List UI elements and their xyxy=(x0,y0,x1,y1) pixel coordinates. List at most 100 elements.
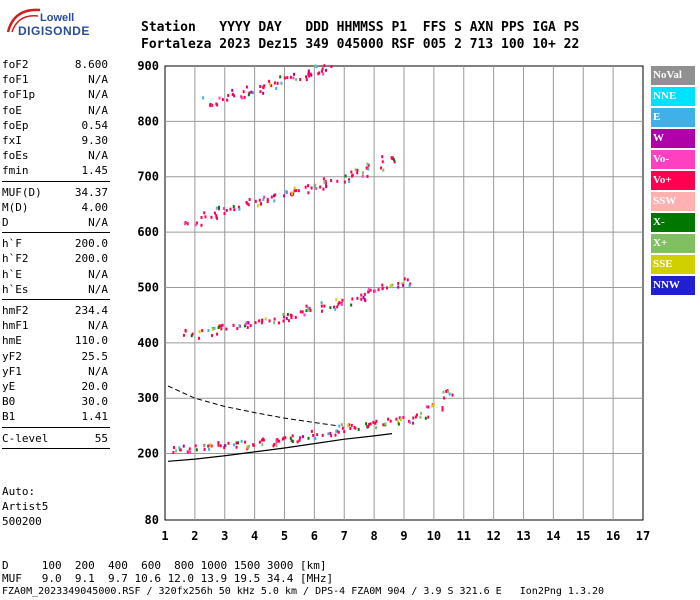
echo-point xyxy=(299,436,302,440)
auto-line: Artist5 xyxy=(2,500,49,513)
echo-point xyxy=(360,293,363,297)
param-name: hmF2 xyxy=(2,304,29,317)
echo-point xyxy=(366,162,369,166)
footer-file-info: FZA0M_2023349045000.RSF / 320fx256h 50 k… xyxy=(2,586,605,597)
echo-point xyxy=(327,432,330,436)
echo-point xyxy=(350,303,353,307)
param-value: N/A xyxy=(88,149,108,163)
echo-point xyxy=(387,417,390,421)
echo-point xyxy=(275,444,278,448)
echo-point xyxy=(246,445,249,449)
x-tick-label: 1 xyxy=(161,529,168,543)
echo-point xyxy=(381,160,384,164)
param-separator xyxy=(2,447,110,449)
echo-point xyxy=(247,93,250,97)
echo-point xyxy=(249,324,252,328)
param-name: B0 xyxy=(2,395,16,409)
param-name: h`Es xyxy=(2,282,29,296)
echo-point xyxy=(415,413,418,417)
param-name: foF1p xyxy=(2,88,36,102)
echo-point xyxy=(397,281,400,285)
echo-point xyxy=(365,166,368,170)
echo-point xyxy=(272,444,275,448)
auto-line: Auto: xyxy=(2,485,36,498)
param-value: 1.41 xyxy=(81,410,109,424)
echo-point xyxy=(200,215,203,219)
echo-point xyxy=(217,441,220,445)
echo-point xyxy=(307,308,310,312)
echo-point xyxy=(252,443,255,447)
echo-point xyxy=(243,95,246,99)
echo-point xyxy=(262,91,265,95)
echo-point xyxy=(285,316,288,320)
echo-point xyxy=(381,155,384,159)
echo-point xyxy=(215,206,218,210)
echo-point xyxy=(290,314,293,318)
echo-point xyxy=(343,180,346,184)
echo-point xyxy=(408,419,411,423)
echo-point xyxy=(209,103,212,107)
echo-point xyxy=(340,303,343,307)
echo-point xyxy=(409,420,412,424)
echo-point xyxy=(313,437,316,441)
echo-point xyxy=(263,195,266,199)
echo-point xyxy=(341,426,344,430)
echo-point xyxy=(251,91,254,95)
echo-point xyxy=(227,93,230,97)
echo-point xyxy=(183,222,186,226)
echo-point xyxy=(203,447,206,451)
echo-point xyxy=(225,208,228,212)
echo-point xyxy=(203,444,206,448)
param-row-he: h`E N/A xyxy=(2,268,108,282)
param-row-hmf2: hmF2 234.4 xyxy=(2,304,108,318)
param-separator xyxy=(2,426,110,428)
echo-point xyxy=(248,91,251,95)
echo-point xyxy=(238,207,241,211)
param-value: N/A xyxy=(88,267,108,281)
echo-point xyxy=(263,84,266,88)
echo-point xyxy=(298,438,301,442)
param-separator xyxy=(2,299,110,300)
echo-point xyxy=(213,326,216,330)
echo-point xyxy=(264,317,267,321)
echo-point xyxy=(289,75,292,79)
param-value: N/A xyxy=(88,73,108,87)
echo-point xyxy=(297,189,300,193)
param-value: 200.0 xyxy=(74,237,108,251)
echo-point xyxy=(419,415,422,419)
echo-point xyxy=(310,73,313,77)
echo-point xyxy=(250,90,253,94)
param-value: 200.0 xyxy=(74,252,108,266)
param-separator xyxy=(2,232,110,234)
echo-point xyxy=(204,215,207,219)
echo-point xyxy=(273,81,276,85)
echo-point xyxy=(217,325,220,329)
x-tick-label: 8 xyxy=(371,529,378,543)
echo-point xyxy=(217,443,220,447)
param-row-b1: B1 1.41 xyxy=(2,410,108,424)
echo-point xyxy=(218,96,221,100)
echo-point xyxy=(273,199,276,203)
echo-point xyxy=(315,65,318,69)
param-name: C-level xyxy=(2,431,49,445)
echo-point xyxy=(427,415,430,419)
echo-point xyxy=(322,177,325,181)
echo-point xyxy=(369,422,372,426)
x-tick-label: 6 xyxy=(311,529,318,543)
echo-point xyxy=(210,444,213,448)
echo-point xyxy=(254,199,257,203)
echo-point xyxy=(369,288,372,292)
echo-point xyxy=(262,85,265,89)
echo-point xyxy=(266,200,269,204)
echo-point xyxy=(330,65,333,69)
echo-point xyxy=(211,333,214,337)
echo-point xyxy=(392,158,395,162)
echo-point xyxy=(305,304,308,308)
footer-distance-row: D 100 200 400 600 800 1000 1500 3000 [km… xyxy=(2,559,327,572)
param-name: yF1 xyxy=(2,364,22,378)
echo-point xyxy=(284,436,287,440)
param-name: yE xyxy=(2,380,16,393)
echo-point xyxy=(261,438,264,442)
echo-point xyxy=(211,103,214,107)
echo-point xyxy=(221,323,224,327)
